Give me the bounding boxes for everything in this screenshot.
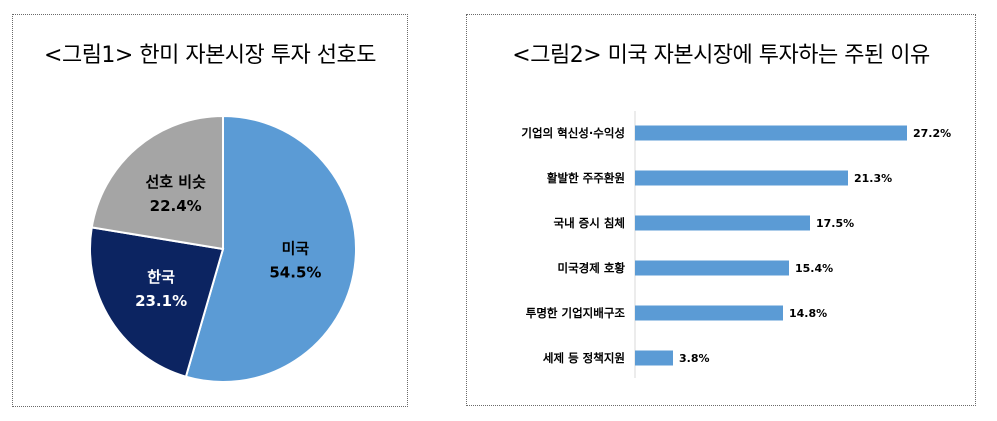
pie-slice bbox=[90, 114, 224, 251]
bar bbox=[635, 260, 789, 276]
pie-slice-label: 한국 bbox=[147, 268, 175, 286]
bar-value-label: 27.2% bbox=[913, 127, 951, 140]
pie-slice-value: 54.5% bbox=[269, 263, 321, 281]
bar-chart: 기업의 혁신성·수익성 27.2% 활발한 주주환원 21.3% 국내 증시 침체 17.… bbox=[521, 111, 951, 378]
category-label: 세제 등 정책지원 bbox=[543, 351, 625, 365]
bar-value-label: 21.3% bbox=[854, 172, 892, 185]
pie-slice-value: 23.1% bbox=[135, 292, 187, 310]
bar-chart-title: <그림2> 미국 자본시장에 투자하는 주된 이유 bbox=[512, 43, 930, 68]
bar-value-label: 3.8% bbox=[679, 352, 710, 365]
bar bbox=[635, 350, 673, 366]
pie-chart-panel: <그림1> 한미 자본시장 투자 선호도 미국 54.5% 한국 23.1% 선호 비슷… bbox=[12, 14, 408, 407]
bar bbox=[635, 215, 810, 231]
pie-chart-title: <그림1> 한미 자본시장 투자 선호도 bbox=[44, 43, 376, 68]
pie-slice-value: 22.4% bbox=[150, 197, 202, 215]
bar bbox=[635, 305, 783, 321]
pie-slice bbox=[184, 114, 357, 383]
pie-slice bbox=[89, 226, 225, 378]
bar-value-label: 14.8% bbox=[789, 307, 827, 320]
category-label: 활발한 주주환원 bbox=[547, 171, 625, 185]
bar bbox=[635, 125, 907, 141]
bar bbox=[635, 170, 848, 186]
pie-slice-label: 미국 bbox=[282, 239, 310, 257]
category-label: 국내 증시 침체 bbox=[554, 216, 626, 230]
category-label: 기업의 혁신성·수익성 bbox=[521, 126, 625, 140]
bar-value-label: 17.5% bbox=[816, 217, 854, 230]
bar-chart-panel: <그림2> 미국 자본시장에 투자하는 주된 이유 기업의 혁신성·수익성 27.… bbox=[466, 14, 976, 406]
category-label: 미국경제 호황 bbox=[558, 261, 626, 275]
pie-slice-label: 선호 비슷 bbox=[145, 173, 206, 191]
category-label: 투명한 기업지배구조 bbox=[526, 306, 626, 320]
bar-value-label: 15.4% bbox=[795, 262, 833, 275]
pie-chart: 미국 54.5% 한국 23.1% 선호 비슷 22.4% bbox=[89, 114, 357, 383]
